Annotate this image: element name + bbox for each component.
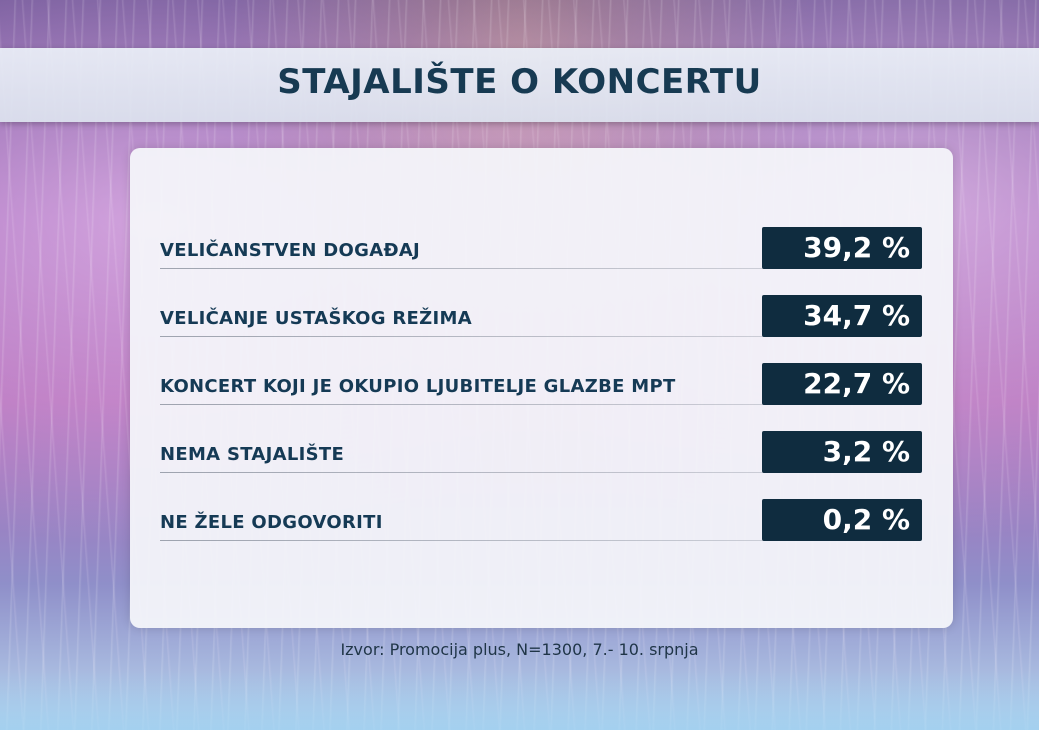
result-row: KONCERT KOJI JE OKUPIO LJUBITELJE GLAZBE… [160, 363, 922, 405]
result-row: VELIČANJE USTAŠKOG REŽIMA 34,7 % [160, 295, 922, 337]
result-row: NE ŽELE ODGOVORITI 0,2 % [160, 499, 922, 541]
result-value: 39,2 % [762, 227, 922, 269]
row-divider [160, 268, 765, 269]
row-divider [160, 404, 765, 405]
source-note: Izvor: Promocija plus, N=1300, 7.- 10. s… [340, 640, 699, 659]
background-floor [0, 670, 1039, 730]
result-label: VELIČANJE USTAŠKOG REŽIMA [160, 308, 472, 329]
result-value: 0,2 % [762, 499, 922, 541]
row-divider [160, 336, 765, 337]
result-row: VELIČANSTVEN DOGAĐAJ 39,2 % [160, 227, 922, 269]
result-label: VELIČANSTVEN DOGAĐAJ [160, 240, 421, 261]
result-label: KONCERT KOJI JE OKUPIO LJUBITELJE GLAZBE… [160, 376, 676, 397]
row-divider [160, 472, 765, 473]
result-value: 34,7 % [762, 295, 922, 337]
title-band [0, 48, 1039, 122]
row-divider [160, 540, 765, 541]
chart-title: STAJALIŠTE O KONCERTU [277, 62, 762, 102]
result-label: NEMA STAJALIŠTE [160, 444, 345, 465]
result-value: 22,7 % [762, 363, 922, 405]
result-row: NEMA STAJALIŠTE 3,2 % [160, 431, 922, 473]
result-value: 3,2 % [762, 431, 922, 473]
result-label: NE ŽELE ODGOVORITI [160, 512, 383, 533]
